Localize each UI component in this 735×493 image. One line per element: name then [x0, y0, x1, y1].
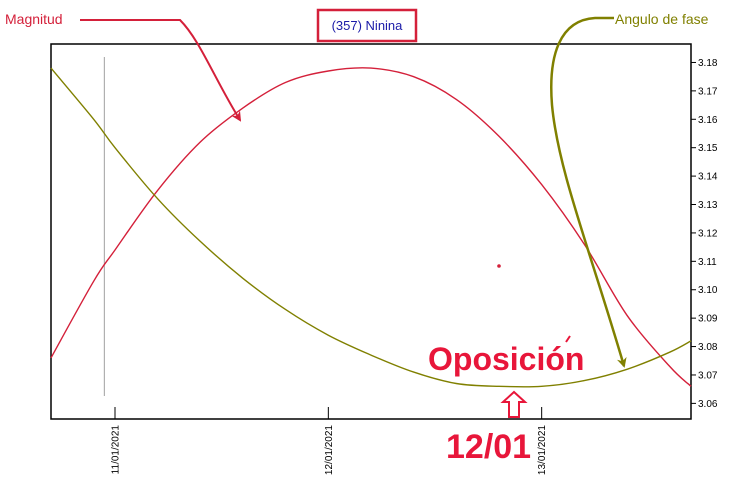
y2-tick-label-8: 3.10 — [698, 285, 718, 296]
phase-label: Angulo de fase — [615, 11, 709, 27]
y2-tick-label-7: 3.11 — [698, 257, 717, 268]
stray-dot — [497, 264, 501, 268]
stray-mark — [565, 335, 571, 343]
y2-tick-label-5: 3.13 — [698, 200, 718, 211]
magnitude-label: Magnitud — [5, 11, 63, 27]
opposition-label: Oposición — [428, 341, 584, 377]
series-layer — [50, 67, 692, 388]
y2-tick-label-6: 3.12 — [698, 228, 718, 239]
right-y-axis: 3.18 3.17 3.16 3.15 3.14 3.13 3.12 3.11 3.10 3.09… — [691, 58, 718, 410]
series-line-0 — [50, 67, 692, 387]
title-box — [316, 8, 418, 43]
y2-tick-label-3: 3.15 — [698, 143, 718, 154]
opposition-date: 12/01 — [446, 428, 531, 466]
y2-tick-label-12: 3.06 — [698, 399, 718, 410]
x-tick-label-2: 13/01/2021 — [537, 425, 548, 475]
y2-tick-label-4: 3.14 — [698, 172, 718, 183]
opposition-up-arrow-icon — [500, 390, 528, 418]
chart-title: (357) Ninina — [332, 18, 404, 33]
plot-frame — [50, 43, 692, 420]
y2-tick-label-1: 3.17 — [698, 86, 718, 97]
y2-tick-label-0: 3.18 — [698, 58, 718, 69]
magnitude-arrow — [80, 19, 242, 122]
x-tick-label-0: 11/01/2021 — [111, 425, 122, 475]
y2-tick-label-9: 3.09 — [698, 314, 718, 325]
series-line-1 — [50, 67, 692, 388]
y2-tick-label-2: 3.16 — [698, 115, 718, 126]
x-axis: 11/01/2021 12/01/2021 13/01/2021 — [111, 407, 548, 475]
y2-tick-label-11: 3.07 — [698, 370, 718, 381]
phase-arrow — [550, 16, 627, 368]
x-tick-label-1: 12/01/2021 — [324, 425, 335, 475]
y2-tick-label-10: 3.08 — [698, 342, 718, 353]
